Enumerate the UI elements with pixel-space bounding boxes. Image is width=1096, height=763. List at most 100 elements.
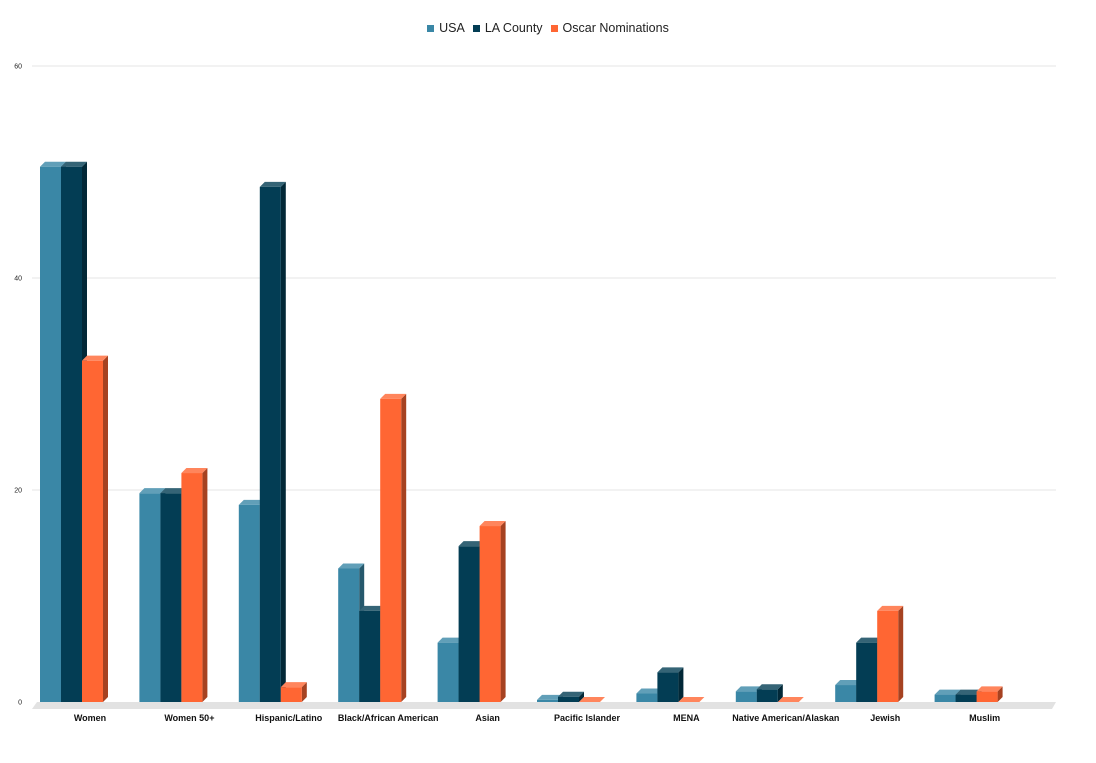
bar-top [678,697,705,702]
bar-front [61,166,82,702]
bar-front [934,694,956,702]
bar-front [437,642,459,702]
bar-front [238,504,260,702]
bar-front [359,610,381,702]
bar-front [877,610,899,702]
bar [380,393,407,702]
bar-top [479,521,506,527]
bar-top [955,689,982,695]
bar [579,697,605,702]
x-tick-label: Asian [475,713,500,723]
bar-front [657,672,679,702]
bar-top [259,181,286,187]
bar-front [636,693,658,702]
bar-side [997,686,1003,702]
bar-front [735,691,757,702]
bar [558,691,584,702]
x-tick-label: Muslim [969,713,1000,723]
bar-front [976,691,998,702]
bar-front [181,473,203,702]
bar-top [657,667,684,673]
bar-top [139,488,166,494]
bar-top [82,355,108,361]
bar-side [280,181,286,703]
x-tick-label: MENA [673,713,700,723]
bar-front [259,186,281,703]
bar-side [103,355,108,702]
bar-top [856,637,883,643]
bar-top [636,688,663,694]
legend-swatch [427,24,435,32]
bar-side [777,684,783,702]
bar-side [579,691,584,702]
bar-top [359,605,386,611]
chart-floor [32,702,1056,709]
bar [756,684,783,702]
bar-top [579,697,605,702]
bar [479,521,506,702]
bar-front [458,546,480,702]
x-tick-label: Pacific Islander [554,713,621,723]
bar-top [835,680,862,686]
bar-side [202,468,208,702]
bar-top [735,686,762,692]
legend-item: LA County [472,21,543,35]
bar [657,667,684,702]
bar [678,697,705,702]
bar-top [437,637,464,643]
bar-side [401,393,407,702]
bar [181,468,208,702]
legend-swatch [550,24,558,32]
legend-label: LA County [484,21,543,35]
bar-side [500,521,506,702]
x-tick-label: Hispanic/Latino [255,713,323,723]
bar [877,605,904,702]
bar-top [61,161,87,167]
bar-front [955,694,977,702]
bar [280,682,307,702]
bar-front [40,166,61,702]
bar-front [380,398,402,702]
bar-top [934,689,961,695]
bar-top [756,684,783,690]
bar-top [558,691,584,697]
bar-front [756,689,778,702]
y-tick-label: 60 [14,64,22,71]
legend-item: Oscar Nominations [550,21,669,35]
bar [259,181,286,703]
y-tick-label: 40 [14,276,22,283]
bar-front [139,493,161,702]
bar [777,697,804,702]
legend-swatch [472,24,480,32]
bar [82,355,108,702]
y-tick-label: 20 [14,488,22,495]
legend-label: Oscar Nominations [562,21,669,35]
bar-side [301,682,307,702]
bar-top [537,694,563,700]
bar-top [777,697,804,702]
bar-front [856,642,878,702]
bar-top [238,499,265,505]
bar-front [479,526,501,702]
bar-top [160,488,187,494]
y-tick-label: 0 [18,700,22,707]
bar-front [537,699,558,702]
bar-side [898,605,904,702]
bar-front [160,493,182,702]
x-tick-label: Women [74,713,106,723]
legend-label: USA [439,21,465,35]
bar-top [181,468,208,474]
bar-top [40,161,66,167]
x-tick-label: Women 50+ [164,713,214,723]
bar-front [82,360,103,702]
bar-top [976,686,1003,692]
legend-item: USA [427,21,465,35]
x-tick-label: Jewish [870,713,900,723]
bar-front [558,696,579,702]
legend: USA LA County Oscar Nominations [0,21,1096,35]
bar-top [458,541,485,547]
bar-top [380,393,407,399]
bar-top [338,563,365,569]
